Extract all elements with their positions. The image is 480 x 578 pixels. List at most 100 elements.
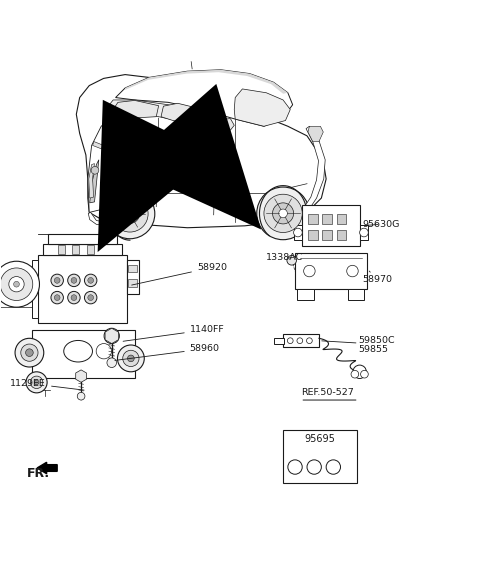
Circle shape: [107, 358, 117, 368]
Polygon shape: [234, 89, 290, 126]
Bar: [298, 289, 314, 299]
Circle shape: [264, 194, 302, 232]
Circle shape: [128, 355, 134, 362]
Circle shape: [347, 265, 358, 277]
Circle shape: [54, 277, 60, 283]
Circle shape: [120, 204, 140, 224]
Circle shape: [77, 392, 85, 400]
Bar: [221, 168, 233, 172]
Text: 1140FF: 1140FF: [123, 325, 225, 341]
Circle shape: [288, 460, 302, 474]
Text: 1338AC: 1338AC: [266, 253, 303, 262]
Circle shape: [351, 370, 359, 378]
Bar: [308, 214, 318, 224]
Circle shape: [30, 376, 43, 388]
Polygon shape: [104, 100, 216, 129]
Bar: [43, 243, 122, 255]
Circle shape: [112, 196, 148, 232]
Circle shape: [71, 277, 77, 283]
Circle shape: [118, 345, 144, 372]
Bar: [283, 334, 319, 347]
Circle shape: [71, 295, 77, 301]
Circle shape: [0, 268, 33, 301]
Polygon shape: [88, 114, 128, 213]
Bar: [127, 260, 139, 294]
Circle shape: [51, 274, 63, 287]
Bar: [168, 165, 180, 169]
Bar: [38, 255, 127, 323]
Bar: [58, 246, 65, 254]
Circle shape: [273, 203, 294, 224]
Polygon shape: [161, 103, 215, 126]
Circle shape: [96, 343, 111, 359]
Bar: [0, 284, 38, 307]
Circle shape: [104, 328, 120, 343]
Bar: [274, 338, 284, 343]
Circle shape: [279, 209, 288, 218]
Circle shape: [84, 291, 97, 304]
Polygon shape: [89, 164, 95, 198]
Circle shape: [68, 274, 80, 287]
Circle shape: [297, 338, 303, 343]
Circle shape: [13, 281, 19, 287]
Circle shape: [54, 295, 60, 301]
Circle shape: [123, 350, 139, 366]
Circle shape: [15, 338, 44, 367]
Circle shape: [294, 228, 302, 237]
Bar: [295, 253, 367, 289]
Bar: [128, 265, 137, 272]
Polygon shape: [216, 118, 234, 130]
Circle shape: [9, 276, 24, 292]
Polygon shape: [116, 70, 293, 126]
Circle shape: [126, 210, 134, 218]
Bar: [87, 246, 94, 254]
Circle shape: [307, 460, 322, 474]
Circle shape: [88, 295, 94, 301]
Circle shape: [68, 291, 80, 304]
Bar: [283, 430, 357, 483]
Circle shape: [51, 291, 63, 304]
Text: 58960: 58960: [115, 344, 220, 361]
Bar: [32, 329, 135, 377]
Polygon shape: [90, 160, 99, 203]
Circle shape: [360, 370, 368, 378]
Bar: [48, 234, 117, 243]
Bar: [294, 225, 302, 240]
Bar: [336, 229, 346, 240]
Bar: [323, 214, 332, 224]
Circle shape: [326, 460, 340, 474]
Bar: [32, 260, 38, 318]
Circle shape: [25, 349, 33, 357]
Circle shape: [304, 265, 315, 277]
Circle shape: [105, 189, 155, 239]
Bar: [323, 229, 332, 240]
Bar: [348, 289, 364, 299]
Circle shape: [91, 166, 99, 174]
Polygon shape: [302, 126, 325, 213]
Bar: [308, 229, 318, 240]
Bar: [360, 225, 368, 240]
Circle shape: [288, 338, 293, 343]
Circle shape: [0, 261, 39, 307]
Polygon shape: [93, 142, 104, 149]
Circle shape: [21, 344, 38, 361]
Circle shape: [307, 338, 312, 343]
Circle shape: [353, 365, 366, 379]
Circle shape: [34, 380, 39, 385]
Text: 58920: 58920: [132, 263, 227, 285]
Polygon shape: [111, 101, 158, 118]
Circle shape: [257, 187, 310, 240]
Polygon shape: [125, 70, 288, 94]
Text: 59850C: 59850C: [359, 336, 396, 345]
Text: FR.: FR.: [27, 467, 50, 480]
FancyArrow shape: [37, 462, 57, 474]
Bar: [302, 205, 360, 246]
Ellipse shape: [64, 340, 93, 362]
Text: 58970: 58970: [362, 271, 392, 284]
Text: 59855: 59855: [359, 345, 389, 354]
Circle shape: [26, 372, 47, 393]
Bar: [72, 246, 79, 254]
Text: 95630G: 95630G: [362, 220, 399, 229]
Bar: [336, 214, 346, 224]
Polygon shape: [308, 126, 323, 142]
